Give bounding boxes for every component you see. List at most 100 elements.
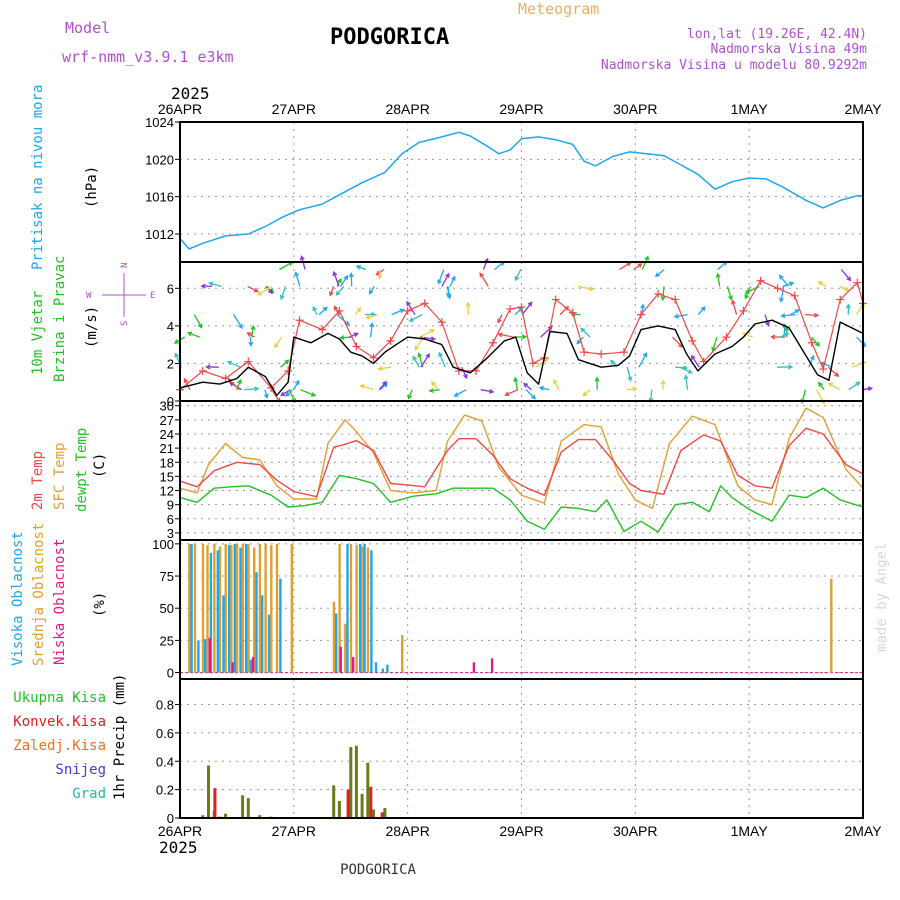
wind-arrow — [368, 286, 375, 294]
time-label-bottom: 30APR — [613, 823, 657, 839]
cloud-bar — [230, 545, 233, 673]
wind-arrow — [340, 336, 352, 339]
wind-arrowhead — [660, 295, 666, 302]
wind-arrowhead — [834, 372, 840, 377]
wind-arrowhead — [294, 379, 300, 385]
wind-arrow — [233, 314, 243, 329]
wind-arrow — [577, 285, 594, 291]
wind-arrow — [227, 361, 241, 368]
precip-bar — [383, 808, 387, 818]
temp-dew-label: dewpt Temp — [74, 428, 90, 512]
wind-gust-marker — [807, 338, 816, 347]
wind-arrowhead — [412, 355, 417, 361]
cloud-bar — [255, 572, 258, 673]
y-tick-label: 25 — [160, 633, 174, 648]
wind-arrow — [685, 375, 689, 390]
wind-gust-marker — [722, 333, 731, 342]
wind-arrow — [827, 366, 839, 377]
time-label-top: 2MAY — [844, 101, 882, 117]
wind-arrow — [626, 367, 632, 381]
wind-gust-marker — [506, 304, 515, 313]
cloud-bar — [349, 543, 353, 673]
wind-arrow — [441, 273, 450, 287]
wind-arrowhead — [644, 255, 649, 261]
wind-arrow — [743, 332, 753, 338]
wind-arrow — [280, 359, 289, 368]
wind-arrowhead — [690, 354, 696, 360]
wind-arrow — [840, 269, 851, 281]
precip-grad-label: Grad — [72, 786, 106, 802]
precip-bar — [369, 786, 373, 818]
compass-rose: N S W E — [86, 263, 155, 326]
wind-arrowhead — [279, 294, 285, 301]
precip-conv-label: Konvek.Kisa — [13, 714, 106, 730]
wind-arrow — [731, 300, 738, 315]
wind-arrow — [329, 286, 335, 296]
wind-arrow — [649, 389, 653, 402]
wind-arrow — [285, 389, 293, 397]
wind-arrow — [494, 261, 505, 271]
precip-bar — [241, 795, 245, 818]
wind-arrow — [350, 273, 353, 287]
wind-arrow — [804, 313, 818, 317]
wind-arrow — [295, 272, 301, 287]
y-tick-label: 0.6 — [156, 726, 174, 741]
wind-arrowhead — [337, 278, 342, 284]
cloud-bar — [270, 545, 273, 673]
wind-arrowhead — [779, 297, 785, 303]
wind-arrow — [848, 381, 860, 391]
cloud-bar — [247, 543, 250, 673]
wind-arrowhead — [453, 392, 459, 397]
compass-north: N — [120, 263, 130, 268]
wind-arrowhead — [637, 263, 643, 268]
wind-arrow — [514, 377, 519, 390]
cloud-bar — [472, 662, 476, 673]
wind-arrowhead — [430, 336, 437, 342]
wind-arrowhead — [226, 360, 233, 366]
wind-arrowhead — [642, 352, 648, 358]
precip-unit-label: 1hr Precip (mm) — [112, 674, 128, 800]
cloud-bar — [227, 545, 231, 673]
cloud-bar — [338, 543, 341, 673]
cloud-bar — [361, 546, 364, 673]
wind-arrow — [376, 268, 385, 276]
wind-arrowhead — [497, 332, 503, 338]
temp-2m-label: 2m Temp — [30, 451, 46, 510]
wind-arrow — [244, 387, 259, 391]
wind-arrowhead — [368, 289, 374, 295]
wind-arrowhead — [267, 289, 273, 295]
wind-arrow — [553, 379, 560, 390]
wind-arrowhead — [408, 317, 414, 322]
wind-arrow — [780, 286, 785, 302]
wind-arrow — [193, 314, 203, 328]
wind-arrowhead — [237, 378, 242, 385]
cloud-bar — [233, 543, 236, 673]
wind-arrowhead — [815, 341, 820, 347]
wind-arrowhead — [446, 294, 452, 300]
wind-arrow — [697, 306, 706, 316]
wind-arrowhead — [711, 346, 717, 352]
cloud-bar — [235, 543, 239, 673]
wind-arrowhead — [845, 303, 851, 309]
cloud-bar — [370, 550, 373, 673]
temp-sfc-label: SFC Temp — [52, 443, 68, 510]
wind-arrowhead — [417, 352, 423, 358]
y-tick-label: 1016 — [145, 190, 174, 205]
wind-arrowhead — [238, 323, 243, 329]
wind-arrowhead — [660, 379, 666, 385]
time-label-bottom: 2MAY — [844, 823, 882, 839]
wind-arrow — [293, 380, 300, 391]
wind-arrowhead — [399, 308, 405, 314]
wind-name-label-1: 10m Vjetar — [30, 291, 46, 375]
wind-gust-marker — [420, 299, 429, 308]
y-axis-ticks: 1012101610201024024636912151821242730025… — [145, 115, 180, 826]
y-tick-label: 15 — [160, 469, 174, 484]
y-tick-label: 0.2 — [156, 783, 174, 798]
wind-arrowhead — [248, 341, 254, 348]
cloud-bar — [366, 547, 370, 673]
cloud-high-label: Visoka Oblacnost — [10, 531, 26, 666]
wind-arrow — [333, 271, 340, 287]
wind-arrowhead — [818, 381, 823, 387]
precip-plot — [201, 745, 387, 818]
time-label-bottom: 1MAY — [731, 823, 769, 839]
